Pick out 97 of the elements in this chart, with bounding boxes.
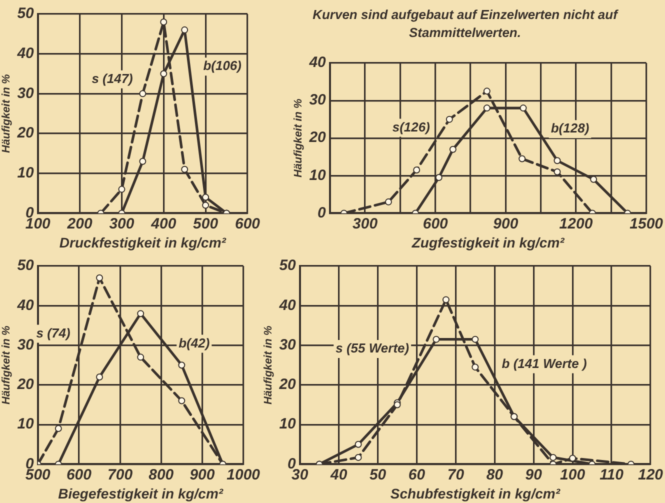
point [520, 104, 527, 112]
y-tick-label: 30 [279, 336, 297, 354]
x-tick-label: 50 [369, 466, 387, 484]
y-tick-label: 40 [16, 296, 35, 314]
point [435, 174, 442, 182]
y-tick-label: 10 [309, 166, 327, 184]
x-tick-label: 120 [638, 466, 664, 484]
x-tick-label: 900 [190, 466, 216, 484]
x-tick-label: 80 [486, 466, 504, 484]
y-tick-label: 50 [17, 5, 35, 22]
point [139, 158, 146, 165]
x-tick-label: 110 [600, 466, 624, 484]
x-tick-label: 200 [66, 215, 93, 232]
point [446, 116, 453, 123]
series-label: b(42) [178, 335, 210, 350]
point [384, 198, 392, 206]
y-tick-label: 10 [279, 416, 297, 433]
x-axis-title: Druckfestigkeit in kg/cm² [59, 234, 226, 250]
point [472, 364, 479, 371]
y-axis-title: Häufigkeit in % [292, 98, 305, 178]
x-tick-label: 600 [66, 466, 92, 484]
y-tick-label: 30 [17, 336, 35, 354]
series-label: s (55 Werte) [336, 340, 410, 356]
point [472, 336, 479, 343]
point [550, 454, 557, 461]
point [160, 18, 168, 26]
y-tick-label: 0 [318, 204, 327, 222]
x-tick-label: 800 [148, 466, 174, 484]
x-tick-label: 70 [447, 466, 465, 484]
point [178, 362, 186, 369]
point [160, 70, 168, 78]
y-axis-title: Häufigkeit in % [262, 325, 275, 405]
series-label: s(126) [392, 119, 430, 134]
series-label: s (74) [36, 325, 70, 340]
point [202, 202, 210, 209]
y-axis-title: Häufigkeit in % [0, 325, 13, 405]
x-axis-title: Biegefestigkeit in kg/cm² [58, 485, 224, 502]
x-tick-label: 1200 [559, 215, 594, 232]
point [137, 310, 144, 318]
point [554, 157, 561, 164]
y-tick-label: 40 [16, 44, 35, 62]
x-axis-title: Zugfestigkeit in kg/cm² [410, 234, 565, 250]
point [442, 296, 450, 304]
y-tick-label: 50 [279, 257, 297, 274]
point [96, 373, 104, 380]
point [413, 166, 420, 174]
point [137, 354, 144, 361]
point [181, 26, 188, 34]
y-tick-label: 10 [17, 164, 35, 182]
y-tick-label: 20 [16, 376, 35, 394]
x-tick-label: 40 [329, 466, 348, 484]
x-tick-label: 100 [560, 466, 586, 484]
series-label: b(106) [203, 58, 242, 74]
point [483, 88, 490, 95]
y-tick-label: 20 [278, 376, 297, 394]
x-axis-title: Schubfestigkeit in kg/cm² [390, 485, 560, 502]
x-tick-label: 300 [352, 215, 378, 232]
x-tick-label: 600 [422, 215, 449, 232]
series-label: b(128) [550, 120, 590, 136]
point [202, 194, 210, 201]
point [96, 274, 104, 282]
point [590, 176, 598, 183]
chart-title: Kurven sind aufgebaut auf Einzelwerten nicht auf Stammittelwerten. [312, 6, 620, 42]
y-tick-label: 20 [16, 124, 35, 142]
x-tick-label: 700 [108, 466, 134, 484]
point [354, 454, 362, 461]
point [139, 90, 146, 98]
x-tick-label: 300 [109, 215, 135, 232]
y-tick-label: 20 [308, 129, 327, 146]
x-tick-label: 600 [234, 215, 261, 232]
y-tick-label: 30 [309, 92, 327, 109]
point [569, 454, 576, 462]
point [554, 168, 561, 176]
point [354, 440, 362, 448]
point [54, 425, 62, 432]
x-tick-label: 1000 [226, 466, 261, 484]
point [118, 186, 126, 193]
x-tick-label: 90 [525, 466, 543, 484]
point [432, 336, 440, 343]
point [178, 397, 186, 404]
x-tick-label: 400 [150, 215, 177, 232]
point [449, 146, 456, 153]
y-tick-label: 50 [17, 257, 35, 274]
y-tick-label: 40 [278, 296, 297, 314]
x-tick-label: 1500 [630, 215, 664, 232]
y-tick-label: 10 [17, 416, 35, 433]
y-axis-title: Häufigkeit in % [0, 74, 13, 154]
y-tick-label: 40 [308, 54, 327, 72]
point [483, 104, 490, 112]
series-label: s (147) [92, 70, 133, 86]
y-tick-label: 30 [17, 84, 35, 102]
point [181, 166, 188, 173]
x-tick-label: 500 [193, 215, 219, 232]
x-tick-label: 60 [408, 466, 426, 484]
point [518, 155, 526, 162]
series-label: b (141 Werte ) [502, 356, 587, 371]
x-tick-label: 900 [493, 215, 519, 232]
